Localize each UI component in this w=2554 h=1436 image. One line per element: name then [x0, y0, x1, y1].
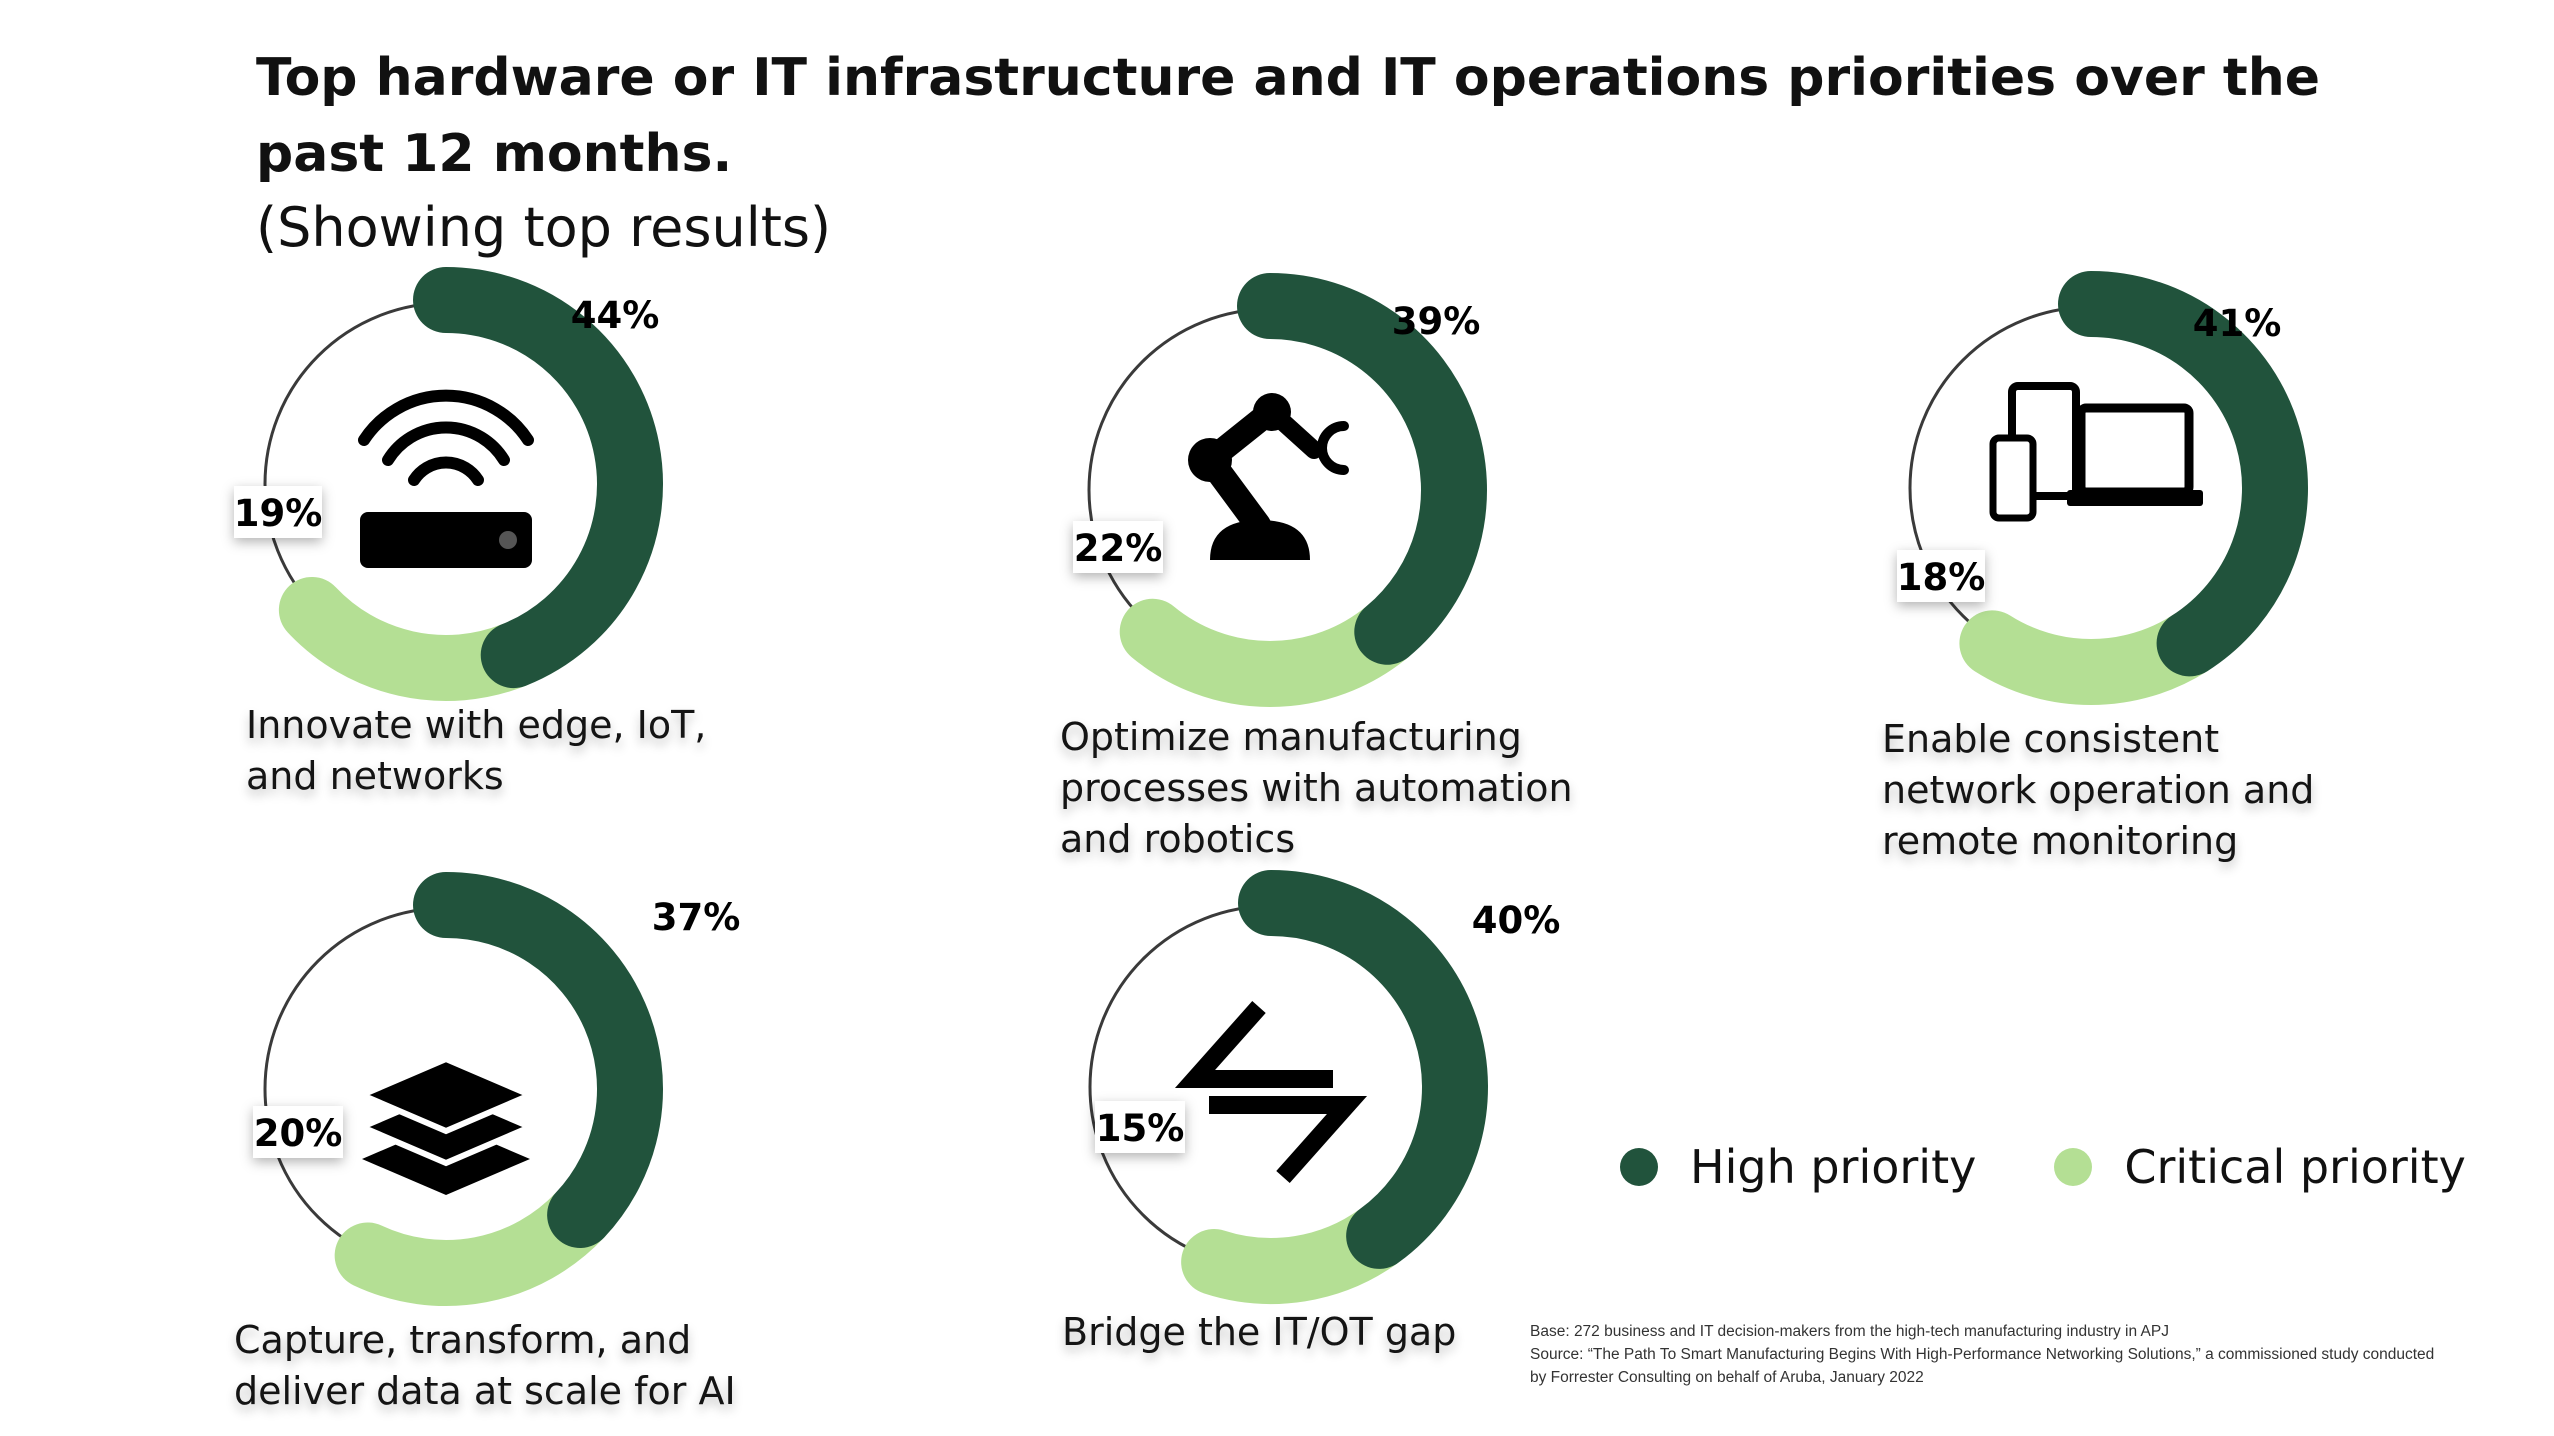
critical-priority-percent: 19% [234, 492, 323, 535]
high-priority-arc [1237, 273, 1487, 665]
high-priority-percent: 37% [652, 896, 741, 939]
high-pct-label-box: 39% [1392, 300, 1481, 343]
critical-priority-percent: 15% [1096, 1107, 1185, 1150]
high-pct-label-box: 40% [1472, 899, 1561, 942]
donut-svg: 39% 22% [1073, 273, 1487, 707]
high-priority-percent: 44% [571, 294, 660, 337]
critical-priority-arc [1119, 598, 1421, 707]
category-label: Bridge the IT/OT gap [1062, 1310, 1457, 1354]
critical-pct-label-box: 22% [1073, 521, 1163, 573]
robot-arm-icon [1188, 393, 1349, 560]
high-priority-arc [413, 267, 663, 689]
critical-pct-label-box: 18% [1897, 550, 1986, 602]
legend-label-high: High priority [1690, 1140, 1977, 1194]
high-pct-label-box: 44% [571, 294, 660, 337]
category-label: Innovate with edge, IoT, and networks [246, 703, 707, 798]
high-priority-swatch [1620, 1148, 1658, 1186]
devices-icon [1989, 382, 2203, 522]
chart-title: Top hardware or IT infrastructure and IT… [256, 48, 2320, 184]
legend-item-high: High priority [1620, 1140, 1976, 1194]
donut-chart-network-monitoring: 41% 18% Enable consistent network operat… [1800, 270, 2554, 863]
source-note: Base: 272 business and IT decision-maker… [1530, 1320, 2540, 1389]
donut-chart-automation-robotics: 39% 22% Optimize manufacturing processes… [980, 270, 1880, 861]
high-priority-arc [1238, 870, 1488, 1269]
donut-svg: 44% 19% [234, 267, 663, 701]
critical-pct-label-box: 20% [253, 1106, 343, 1158]
donut-svg: 40% 15% [1088, 870, 1561, 1304]
high-pct-label-box: 37% [652, 896, 741, 939]
critical-priority-percent: 22% [1074, 527, 1163, 570]
category-label: Optimize manufacturing processes with au… [1060, 715, 1573, 861]
exchange-arrows-icon [1174, 1001, 1368, 1183]
critical-priority-arc [334, 1181, 614, 1306]
layers-icon [354, 1055, 538, 1195]
critical-priority-percent: 20% [254, 1112, 343, 1155]
category-label: Enable consistent network operation and … [1882, 717, 2315, 863]
donut-chart-it-ot-gap: 40% 15% Bridge the IT/OT gap [980, 870, 1880, 1435]
high-priority-percent: 39% [1392, 300, 1481, 343]
legend-item-critical: Critical priority [2054, 1140, 2466, 1194]
critical-priority-percent: 18% [1897, 556, 1986, 599]
donut-chart-edge-iot: 44% 19% Innovate with edge, IoT, and net… [160, 267, 1060, 830]
source-line-2: by Forrester Consulting on behalf of Aru… [1530, 1369, 1924, 1386]
legend: High priority Critical priority [1620, 1140, 2544, 1194]
high-priority-arc [413, 872, 663, 1248]
wifi-router-icon [358, 389, 534, 568]
source-base: Base: 272 business and IT decision-maker… [1530, 1323, 2169, 1340]
critical-priority-swatch [2054, 1148, 2093, 1186]
source-line-1: Source: “The Path To Smart Manufacturing… [1530, 1346, 2435, 1363]
chart-subtitle: (Showing top results) [256, 196, 832, 259]
legend-label-critical: Critical priority [2124, 1140, 2466, 1194]
high-priority-percent: 41% [2193, 302, 2282, 345]
critical-pct-label-box: 15% [1095, 1101, 1185, 1153]
category-label: Capture, transform, and deliver data at … [234, 1318, 736, 1413]
high-priority-percent: 40% [1472, 899, 1561, 942]
donut-svg: 41% 18% [1897, 271, 2308, 705]
donut-chart-data-for-ai: 37% 20% Capture, transform, and deliver … [160, 872, 1060, 1435]
critical-pct-label-box: 19% [234, 486, 323, 538]
donut-svg: 37% 20% [253, 872, 741, 1306]
high-priority-arc [2058, 271, 2308, 677]
high-pct-label-box: 41% [2193, 302, 2282, 345]
